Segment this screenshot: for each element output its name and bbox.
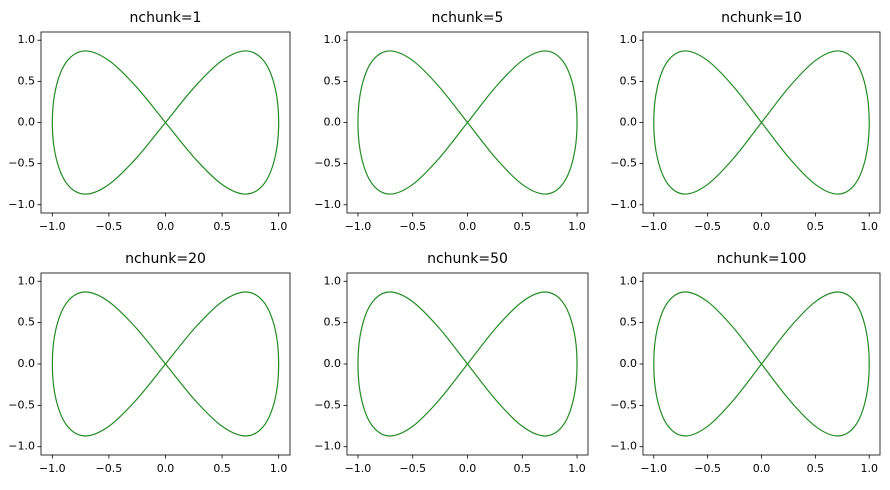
y-tick-label: −1.0 — [8, 198, 35, 211]
y-tick-label: 0.5 — [18, 316, 36, 329]
subplot-title: nchunk=5 — [432, 10, 504, 26]
y-tick-label: −0.5 — [8, 157, 35, 170]
y-tick-label: −1.0 — [314, 440, 341, 453]
x-tick-label: 1.0 — [568, 220, 586, 233]
x-tick-label: −0.5 — [96, 462, 123, 475]
subplot-title: nchunk=1 — [130, 10, 202, 26]
y-tick-label: 0.5 — [18, 74, 36, 87]
y-tick-label: 0.0 — [324, 116, 342, 129]
x-tick-label: −0.5 — [399, 462, 426, 475]
y-tick-label: 1.0 — [324, 274, 342, 287]
y-tick-label: 0.0 — [324, 357, 342, 370]
x-tick-label: 1.0 — [270, 220, 288, 233]
y-tick-label: −0.5 — [314, 157, 341, 170]
y-tick-label: 0.5 — [620, 316, 638, 329]
x-tick-label: 0.5 — [807, 220, 825, 233]
x-tick-label: −1.0 — [345, 220, 372, 233]
subplot-title: nchunk=100 — [717, 251, 807, 267]
x-tick-label: 0.5 — [514, 462, 532, 475]
x-tick-label: 0.0 — [753, 220, 771, 233]
x-tick-label: −0.5 — [399, 220, 426, 233]
y-tick-label: 0.5 — [324, 316, 342, 329]
subplot-title: nchunk=10 — [721, 10, 802, 26]
x-tick-label: 1.0 — [860, 462, 878, 475]
x-tick-label: 0.0 — [157, 220, 175, 233]
data-line — [357, 50, 578, 195]
y-tick-label: 1.0 — [620, 274, 638, 287]
subplot-title: nchunk=20 — [125, 251, 206, 267]
y-tick-label: −0.5 — [314, 398, 341, 411]
y-tick-label: 0.0 — [18, 116, 36, 129]
x-tick-label: −1.0 — [640, 462, 667, 475]
x-tick-label: −1.0 — [345, 462, 372, 475]
data-line — [653, 50, 870, 195]
y-tick-label: 0.5 — [620, 74, 638, 87]
x-tick-label: 0.0 — [753, 462, 771, 475]
y-tick-label: −0.5 — [610, 157, 637, 170]
y-tick-label: −0.5 — [610, 398, 637, 411]
y-tick-label: 1.0 — [324, 33, 342, 46]
data-line — [51, 291, 280, 437]
y-tick-label: 1.0 — [620, 33, 638, 46]
data-line — [653, 291, 870, 437]
x-tick-label: −1.0 — [39, 220, 66, 233]
y-tick-label: 0.0 — [620, 357, 638, 370]
x-tick-label: −0.5 — [694, 462, 721, 475]
x-tick-label: 1.0 — [270, 462, 288, 475]
y-tick-label: −1.0 — [8, 440, 35, 453]
x-tick-label: 0.0 — [459, 220, 477, 233]
y-tick-label: −0.5 — [8, 398, 35, 411]
y-tick-label: −1.0 — [314, 198, 341, 211]
x-tick-label: −0.5 — [694, 220, 721, 233]
subplot-title: nchunk=50 — [427, 251, 508, 267]
x-tick-label: 0.5 — [514, 220, 532, 233]
x-tick-label: 1.0 — [568, 462, 586, 475]
y-tick-label: −1.0 — [610, 198, 637, 211]
x-tick-label: −1.0 — [39, 462, 66, 475]
x-tick-label: 0.5 — [213, 220, 231, 233]
y-tick-label: 1.0 — [18, 33, 36, 46]
x-tick-label: 0.5 — [213, 462, 231, 475]
x-tick-label: 1.0 — [860, 220, 878, 233]
data-line — [357, 291, 578, 437]
x-tick-label: 0.0 — [157, 462, 175, 475]
x-tick-label: −0.5 — [96, 220, 123, 233]
y-tick-label: 0.0 — [620, 116, 638, 129]
y-tick-label: 0.0 — [18, 357, 36, 370]
x-tick-label: −1.0 — [640, 220, 667, 233]
x-tick-label: 0.0 — [459, 462, 477, 475]
y-tick-label: −1.0 — [610, 440, 637, 453]
y-tick-label: 0.5 — [324, 74, 342, 87]
x-tick-label: 0.5 — [807, 462, 825, 475]
y-tick-label: 1.0 — [18, 274, 36, 287]
data-line — [51, 50, 280, 195]
